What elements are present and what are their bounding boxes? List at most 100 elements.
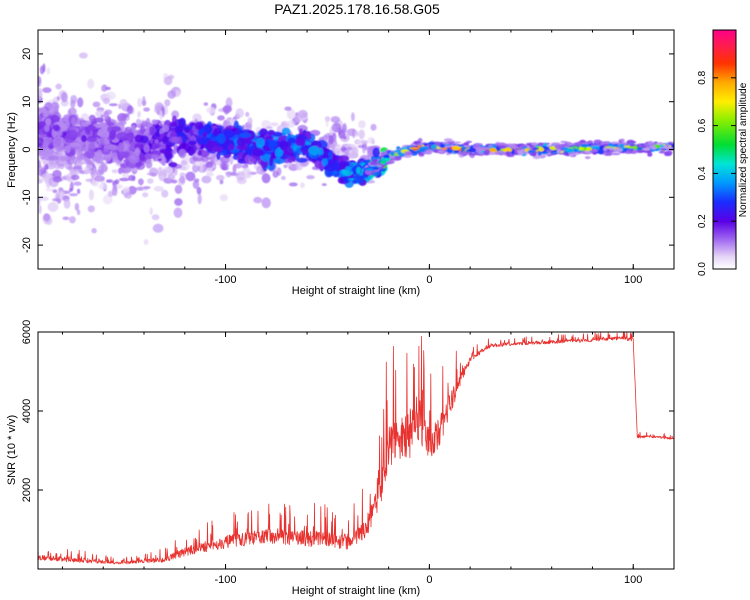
spectrogram-cell bbox=[671, 143, 674, 147]
spectrogram-cell bbox=[179, 175, 186, 184]
spectrogram-cell bbox=[117, 142, 125, 152]
spectrogram-cell bbox=[152, 223, 164, 233]
spectrogram-cell bbox=[221, 162, 228, 171]
spectrogram-cell bbox=[216, 174, 225, 181]
spectrogram-cell bbox=[483, 149, 491, 154]
spectrogram-cell bbox=[167, 173, 176, 181]
spectrogram-cell bbox=[294, 138, 306, 147]
spectrogram-cell bbox=[63, 198, 71, 209]
spectrogram-cell bbox=[457, 152, 468, 155]
snr-x-label: Height of straight line (km) bbox=[292, 585, 420, 597]
x-tick-label: 100 bbox=[624, 574, 642, 586]
spectrogram-cell bbox=[58, 187, 63, 191]
spectrogram-cell bbox=[125, 191, 132, 199]
spectrogram-cell bbox=[128, 175, 136, 181]
spectrogram-cell bbox=[139, 135, 149, 144]
y-tick-label: 10 bbox=[21, 96, 33, 108]
spectrogram-cell bbox=[305, 141, 312, 146]
spectrogram-cell bbox=[104, 152, 112, 162]
spectrogram-cell bbox=[227, 144, 235, 151]
spectrogram-cell bbox=[119, 120, 127, 126]
spectrogram-cell bbox=[434, 141, 441, 146]
spectrogram-cell bbox=[55, 83, 62, 90]
spectrogram-cell bbox=[331, 122, 342, 133]
spectrogram-cell bbox=[222, 105, 232, 114]
spectrogram-cell bbox=[295, 148, 301, 154]
colorbar-ticks: 0.0 0.2 0.4 0.6 0.8 bbox=[697, 70, 736, 276]
spectrogram-cell bbox=[255, 137, 265, 148]
spectrogram-cell bbox=[430, 144, 437, 150]
spectrogram-cell bbox=[91, 179, 99, 187]
spectrogram-cell bbox=[154, 139, 159, 144]
spectrogram-cell bbox=[538, 147, 544, 152]
spectrogram-cell bbox=[84, 169, 93, 174]
spectrogram-cell bbox=[149, 167, 159, 177]
spectrogram-cell bbox=[592, 150, 598, 155]
spectrogram-cell bbox=[537, 142, 544, 147]
spectrogram-cell bbox=[234, 163, 243, 169]
spectrogram-cell bbox=[223, 130, 234, 139]
spectrogram-cell bbox=[45, 188, 54, 192]
spectrogram-cell bbox=[76, 188, 81, 194]
spectrogram-cell bbox=[272, 131, 283, 137]
spectrogram-cell bbox=[324, 164, 337, 172]
spectrogram-cell bbox=[613, 147, 623, 153]
spectrogram-cell bbox=[477, 152, 485, 157]
spectrogram-cell bbox=[556, 148, 562, 154]
spectrogram-cell bbox=[265, 126, 273, 130]
spectrogram-cell bbox=[151, 119, 158, 125]
spectrogram-cell bbox=[171, 149, 177, 155]
spectrogram-cell bbox=[180, 160, 188, 166]
spectrogram-cell bbox=[46, 67, 51, 75]
spectrogram-cell bbox=[179, 172, 186, 178]
spectrogram-cell bbox=[41, 173, 52, 182]
spectrogram-cell bbox=[69, 169, 80, 176]
spectrogram-cell bbox=[52, 176, 63, 183]
spectrogram-cell bbox=[251, 147, 264, 157]
spectrogram-cell bbox=[159, 110, 163, 121]
colorbar-tick-label: 0.8 bbox=[697, 70, 708, 84]
spectrogram-cell bbox=[281, 175, 286, 181]
spectrogram-cell bbox=[306, 175, 315, 180]
spectrogram-cell bbox=[584, 156, 591, 160]
spectrogram-cell bbox=[169, 121, 178, 127]
spectrogram-cell bbox=[608, 147, 614, 151]
spectrogram-cell bbox=[92, 101, 101, 108]
spectrogram-cell bbox=[507, 144, 516, 147]
spectrogram-cell bbox=[174, 125, 184, 133]
spectrogram-cell bbox=[48, 155, 60, 161]
spectrogram-cell bbox=[153, 186, 164, 192]
spectrogram-cell bbox=[205, 161, 214, 168]
spectrogram-cell bbox=[647, 140, 653, 145]
spectrogram-cell bbox=[69, 193, 78, 197]
spectrogram-cell bbox=[574, 152, 579, 156]
spectrogram-cell bbox=[59, 155, 70, 161]
spectrogram-cell bbox=[340, 146, 347, 152]
spectrogram-cell bbox=[38, 159, 41, 170]
x-tick-label: 0 bbox=[426, 574, 432, 586]
spectrogram-cell bbox=[337, 155, 349, 162]
spectrogram-cell bbox=[380, 160, 386, 165]
spectrogram-cell bbox=[364, 170, 373, 175]
y-tick-label: 4000 bbox=[21, 399, 33, 423]
spectrogram-cell bbox=[194, 121, 204, 130]
spectrogram-cell bbox=[636, 147, 643, 151]
spectrogram-cell bbox=[480, 147, 491, 150]
spectrogram-cell bbox=[69, 142, 81, 148]
spectrogram-cell bbox=[610, 141, 620, 144]
spectrogram-cell bbox=[38, 76, 42, 87]
spectrogram-cell bbox=[299, 128, 303, 135]
chart-title: PAZ1.2025.178.16.58.G05 bbox=[274, 1, 440, 17]
snr-series-line bbox=[38, 332, 674, 565]
spectrogram-cell bbox=[98, 183, 108, 190]
spectrogram-cell bbox=[608, 142, 613, 147]
spectrogram-cell bbox=[235, 171, 246, 181]
spectrogram-cell bbox=[137, 97, 143, 108]
spectrogram-cell bbox=[192, 113, 202, 123]
spectrogram-cell bbox=[626, 146, 637, 149]
spectrogram-cell bbox=[225, 171, 232, 178]
spectrogram-cell bbox=[353, 175, 364, 184]
spectrogram-cell bbox=[38, 197, 41, 206]
spectrogram-cell bbox=[197, 193, 202, 205]
spectrogram-cell bbox=[48, 109, 55, 115]
